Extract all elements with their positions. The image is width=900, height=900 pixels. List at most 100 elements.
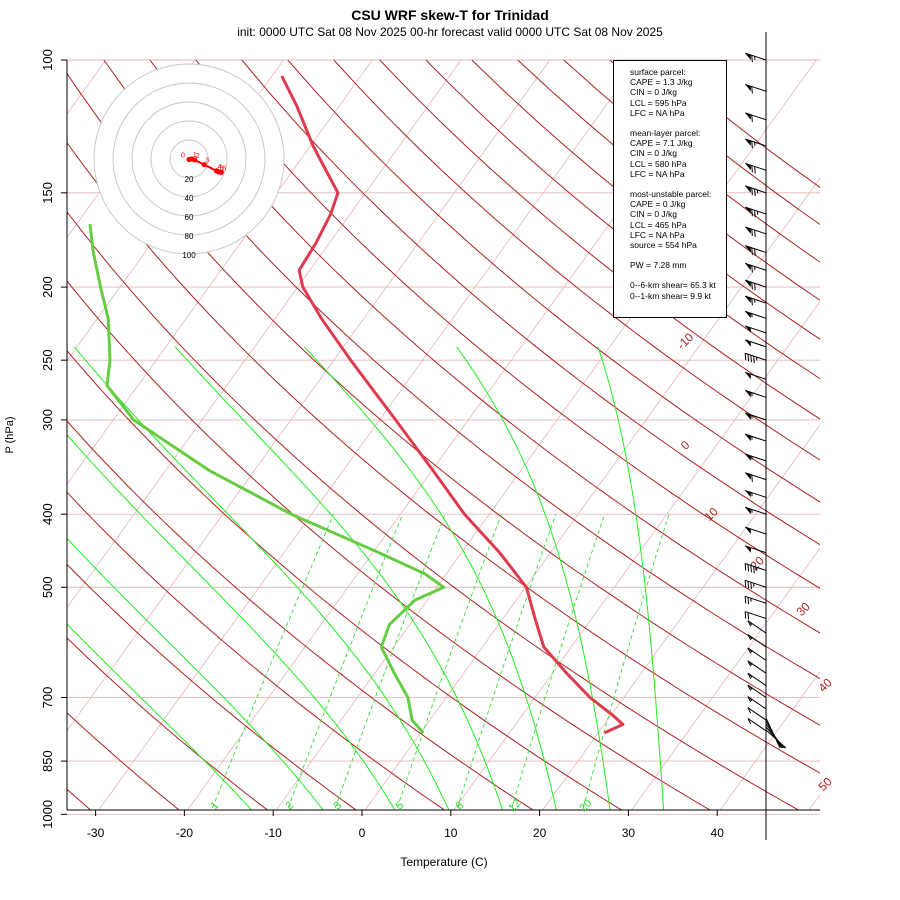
wind-barb <box>744 453 767 462</box>
isotherm-line <box>719 670 820 810</box>
wind-barb-flag <box>745 413 751 420</box>
moist-adiabat-line <box>456 346 611 810</box>
wind-barb-flag <box>745 545 751 553</box>
wind-barb-flag <box>745 372 751 380</box>
wind-barb-feather <box>750 565 752 573</box>
most-unstable-parcel-heading: most-unstable parcel: <box>630 189 712 200</box>
wind-barb-feather <box>747 612 750 620</box>
wind-barb-flag <box>745 226 751 234</box>
most-unstable-source: source = 554 hPa <box>630 240 697 251</box>
mean-layer-parcel-group: mean-layer parcel: CAPE = 7.1 J/kg CIN =… <box>630 128 720 179</box>
wind-barb-staff <box>744 579 767 588</box>
wind-barb-feather <box>747 684 752 691</box>
dry-adiabat-line <box>67 280 711 810</box>
wind-barb <box>744 52 767 63</box>
moist-adiabat-line <box>304 346 557 810</box>
wind-barb-feather <box>751 165 753 173</box>
wind-barb <box>744 279 767 291</box>
wind-barb-half-feather <box>749 686 753 690</box>
dry-adiabat-line <box>287 60 820 503</box>
wind-barb <box>744 83 767 94</box>
hodograph-ring <box>112 82 266 236</box>
wind-barb <box>744 472 767 482</box>
wind-barb-half-feather <box>749 649 753 653</box>
dry-adiabats <box>67 60 820 810</box>
wind-barb-feather <box>751 247 753 255</box>
wind-barb <box>744 295 767 306</box>
wind-barb-feather <box>753 566 755 574</box>
wind-barb-half-feather <box>749 698 753 702</box>
dry-adiabat-label: 0 <box>678 438 693 453</box>
x-tick-label: -10 <box>265 826 283 840</box>
dry-adiabat-line <box>379 60 820 420</box>
hodograph-point <box>218 169 224 175</box>
surface-parcel-group: surface parcel: CAPE = 1.3 J/kg CIN = 0 … <box>630 67 720 118</box>
wind-barb-feather <box>751 209 753 217</box>
wind-barb-feather <box>747 647 752 654</box>
wind-barb <box>744 325 767 334</box>
wind-barb <box>744 339 767 348</box>
isotherm-line <box>631 547 820 810</box>
mean-layer-cape: CAPE = 7.1 J/kg <box>630 138 693 149</box>
wind-barb-feather <box>744 563 747 571</box>
hodograph-ring <box>131 101 247 217</box>
mixing-ratio-lines <box>211 514 670 810</box>
temperature-profile-line <box>280 75 625 735</box>
wind-barb <box>744 245 767 256</box>
valid-time-text: 00-hr forecast valid 0000 UTC Sat 08 Nov… <box>409 25 663 39</box>
y-tick-label: 300 <box>40 409 55 431</box>
wind-barb <box>744 611 767 620</box>
wind-barb-feather <box>751 114 753 123</box>
mixing-ratio-label: 20 <box>577 797 594 814</box>
mixing-ratio-line <box>396 514 502 810</box>
dry-adiabat-line <box>67 712 180 810</box>
hodograph-point-label: 1 <box>193 152 197 159</box>
isotherm-line <box>67 60 373 485</box>
wind-barb-flag <box>745 527 751 534</box>
wind-barb-staff <box>747 707 767 721</box>
x-tick-label: 40 <box>711 826 725 840</box>
wind-barb-flag <box>745 390 751 398</box>
surface-cin: CIN = 0 J/kg <box>630 87 678 98</box>
x-tick-label: -30 <box>87 826 105 840</box>
isotherm-line <box>453 300 820 810</box>
hodograph-ring-label: 80 <box>185 232 194 241</box>
mixing-ratio-line <box>456 514 557 810</box>
x-axis-title: Temperature (C) <box>400 855 487 869</box>
moist-adiabat-line <box>67 623 253 810</box>
y-tick-label: 100 <box>40 49 55 71</box>
wind-barb-flag <box>745 263 751 271</box>
sounding-profiles <box>88 75 625 735</box>
wind-barb-staff <box>744 453 767 462</box>
hodograph-ring-label: 60 <box>185 213 194 222</box>
y-tick-label: 250 <box>40 349 55 371</box>
mean-layer-lfc: LFC = NA hPa <box>630 168 685 179</box>
x-tick-label: -20 <box>176 826 194 840</box>
wind-barb <box>747 620 767 634</box>
wind-barb-flag <box>745 112 751 120</box>
wind-barb-feather <box>744 580 747 588</box>
isotherm-line <box>67 60 462 609</box>
x-tick-label: 10 <box>444 826 458 840</box>
wind-barb-feather <box>751 282 753 290</box>
dry-adiabat-line <box>103 60 820 680</box>
wind-barb-feather <box>747 354 750 362</box>
wind-barb <box>744 579 767 590</box>
dry-adiabat-label: 10 <box>701 504 721 524</box>
isotherm-line <box>542 424 820 810</box>
hodograph-point-label: 6 <box>222 165 226 172</box>
wind-barb-feather <box>747 672 752 679</box>
wind-barb <box>747 696 767 710</box>
wind-barb <box>744 138 767 149</box>
wind-barb <box>744 112 767 123</box>
wind-barb-staff <box>744 185 767 194</box>
hodograph-ring-label: 40 <box>185 194 194 203</box>
wind-barb-feather <box>751 298 753 306</box>
wind-barb-feather <box>744 353 747 361</box>
wind-barb-feather <box>747 634 752 641</box>
dry-adiabat-line <box>241 60 820 546</box>
wind-barb <box>744 526 767 535</box>
moist-adiabat-line <box>597 346 665 810</box>
surface-cape: CAPE = 1.3 J/kg <box>630 77 693 88</box>
dry-adiabat-label: -10 <box>674 330 696 352</box>
